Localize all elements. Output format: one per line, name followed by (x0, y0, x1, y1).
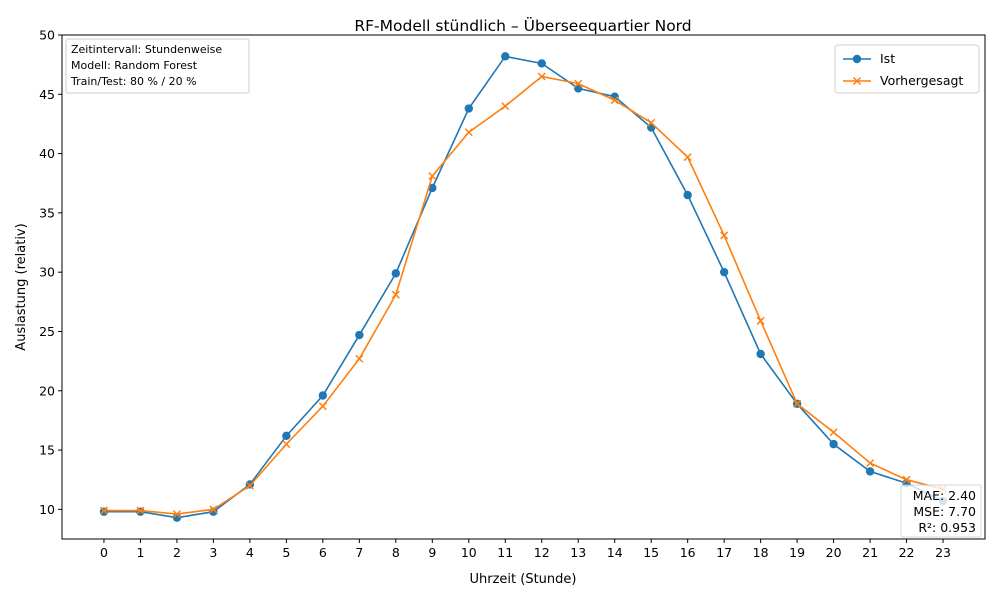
metric-r2: R²: 0.953 (918, 520, 976, 535)
legend-marker-ist (852, 54, 862, 64)
data-point-vorhergesagt (683, 153, 692, 162)
data-point-vorhergesagt (501, 102, 510, 111)
y-tick-label: 25 (39, 324, 55, 339)
data-point-ist (391, 269, 401, 278)
data-point-vorhergesagt (428, 172, 437, 181)
y-tick-label: 15 (39, 443, 55, 458)
data-point-vorhergesagt (245, 481, 254, 490)
data-point-vorhergesagt (355, 354, 364, 363)
metric-mse: MSE: 7.70 (913, 504, 976, 519)
x-tick-label: 10 (461, 545, 477, 560)
legend-label-vorhergesagt: Vorhergesagt (880, 73, 963, 88)
data-point-ist (865, 467, 875, 476)
data-point-ist (683, 190, 692, 200)
data-point-vorhergesagt (756, 316, 765, 325)
x-tick-label: 9 (428, 545, 436, 560)
data-point-ist (464, 104, 473, 113)
data-point-ist (537, 59, 546, 68)
data-point-ist (99, 507, 109, 516)
plot-area (62, 35, 985, 539)
x-tick-label: 5 (282, 545, 290, 560)
y-tick-label: 30 (39, 265, 55, 280)
data-point-ist (829, 439, 838, 449)
legend-label-ist: Ist (880, 51, 895, 66)
chart-title: RF-Modell stündlich – Überseequartier No… (354, 16, 691, 35)
x-tick-label: 20 (826, 545, 842, 560)
x-tick-label: 23 (935, 545, 951, 560)
y-axis-label: Auslastung (relativ) (14, 223, 29, 350)
y-tick-label: 10 (39, 502, 55, 517)
data-point-vorhergesagt (464, 128, 473, 137)
metric-mae: MAE: 2.40 (913, 488, 976, 503)
x-tick-label: 11 (497, 545, 513, 560)
x-tick-label: 6 (319, 545, 327, 560)
x-tick-label: 21 (862, 545, 878, 560)
x-tick-label: 12 (534, 545, 550, 560)
info-box: Zeitintervall: Stundenweise Modell: Rand… (65, 38, 250, 94)
data-point-vorhergesagt (574, 79, 583, 88)
data-point-ist (318, 391, 328, 400)
legend: Ist Vorhergesagt (834, 44, 980, 94)
x-axis: 0 1 2 3 4 5 6 7 8 9 10 11 12 13 14 15 16 17 18 19 20 21 22 23 (100, 539, 951, 560)
x-tick-label: 17 (716, 545, 732, 560)
data-point-vorhergesagt (391, 290, 400, 299)
plot-frame (61, 34, 986, 540)
y-tick-label: 45 (39, 87, 55, 102)
x-tick-label: 3 (209, 545, 217, 560)
x-tick-label: 8 (392, 545, 400, 560)
x-tick-label: 2 (173, 545, 181, 560)
data-point-ist (719, 267, 729, 277)
metrics-box-frame (900, 484, 982, 538)
data-point-vorhergesagt (136, 506, 145, 515)
data-point-vorhergesagt (902, 475, 911, 484)
y-tick-label: 20 (39, 383, 55, 398)
data-point-vorhergesagt (172, 510, 181, 519)
y-tick-label: 40 (39, 146, 55, 161)
data-point-vorhergesagt (866, 459, 875, 468)
data-point-ist (756, 349, 765, 359)
info-line-split: Train/Test: 80 % / 20 % (70, 75, 197, 88)
data-point-ist (501, 52, 510, 61)
legend-marker-vorhergesagt (852, 76, 862, 86)
metrics-box: MAE: 2.40 MSE: 7.70 R²: 0.953 (900, 484, 982, 538)
y-axis: 10 15 20 25 30 35 40 45 50 (39, 28, 62, 517)
x-tick-label: 18 (753, 545, 769, 560)
x-tick-label: 19 (789, 545, 805, 560)
info-box-frame (65, 38, 250, 94)
data-point-vorhergesagt (318, 402, 327, 411)
x-tick-label: 1 (136, 545, 144, 560)
data-point-vorhergesagt (282, 440, 291, 449)
data-point-ist (136, 507, 145, 516)
x-tick-label: 7 (355, 545, 363, 560)
x-axis-label: Uhrzeit (Stunde) (470, 572, 577, 587)
data-point-vorhergesagt (209, 505, 218, 514)
x-tick-label: 16 (680, 545, 696, 560)
data-point-vorhergesagt (537, 72, 546, 81)
x-tick-label: 14 (607, 545, 623, 560)
data-point-ist (355, 330, 364, 340)
y-tick-label: 35 (39, 205, 55, 220)
x-tick-label: 22 (899, 545, 915, 560)
y-tick-label: 50 (39, 28, 55, 43)
info-line-model: Modell: Random Forest (71, 59, 198, 72)
x-tick-label: 4 (246, 545, 254, 560)
data-point-ist (282, 431, 291, 441)
data-point-vorhergesagt (647, 118, 656, 127)
info-line-interval: Zeitintervall: Stundenweise (71, 43, 222, 56)
data-point-vorhergesagt (793, 399, 802, 408)
series-line-vorhergesagt (103, 75, 944, 515)
data-point-vorhergesagt (720, 231, 729, 240)
data-point-ist (428, 183, 437, 193)
x-tick-label: 13 (570, 545, 586, 560)
x-tick-label: 15 (643, 545, 659, 560)
data-point-vorhergesagt (829, 428, 838, 437)
x-tick-label: 0 (100, 545, 108, 560)
data-point-vorhergesagt (610, 96, 619, 105)
data-point-vorhergesagt (99, 506, 108, 515)
